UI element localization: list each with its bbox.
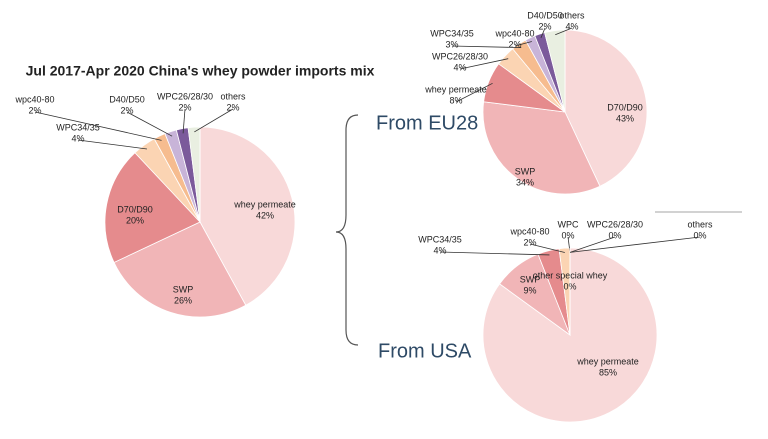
value-label: 2%	[508, 39, 521, 49]
leader-line	[455, 82, 493, 103]
pie-slice	[482, 101, 601, 195]
slice-label: WPC26/28/30	[157, 91, 213, 101]
slice-label: whey permeate	[424, 84, 487, 94]
value-label: 20%	[126, 215, 144, 225]
value-label: 43%	[616, 113, 634, 123]
leader-line	[126, 111, 173, 137]
slice-label: WPC34/35	[56, 122, 100, 132]
slice-label: SWP	[173, 284, 194, 294]
leader-line	[459, 58, 509, 70]
pie-slice	[113, 221, 247, 318]
leader-line	[182, 108, 186, 134]
value-label: 8%	[449, 95, 462, 105]
slice-label: D40/D50	[109, 94, 145, 104]
slice-label: WPC26/28/30	[432, 51, 488, 61]
value-label: 2%	[523, 237, 536, 247]
slice-label: whey permeate	[576, 356, 639, 366]
slice-label: WPC34/35	[430, 28, 474, 38]
value-label: 2%	[28, 105, 41, 115]
slice-label: WPC	[558, 219, 579, 229]
value-label: 0%	[561, 230, 574, 240]
leader-line	[514, 41, 532, 47]
value-label: 34%	[516, 177, 534, 187]
leader-line	[194, 108, 234, 133]
leader-line	[569, 236, 701, 253]
value-label: 2%	[226, 102, 239, 112]
leader-line	[77, 139, 148, 150]
pie-slice	[199, 126, 296, 306]
leader-line	[529, 243, 565, 253]
chart-title: From EU28	[376, 112, 478, 134]
brace	[335, 114, 359, 346]
slice-label: SWP	[520, 274, 541, 284]
slice-label: SWP	[515, 166, 536, 176]
leader-line	[451, 45, 522, 48]
value-label: 2%	[120, 105, 133, 115]
slice-label: WPC26/28/30	[587, 219, 643, 229]
value-label: 4%	[433, 245, 446, 255]
pie-slice	[544, 29, 566, 113]
chart-title: Jul 2017-Apr 2020 China's whey powder im…	[26, 63, 375, 79]
leader-line	[439, 251, 550, 256]
value-label: 26%	[174, 295, 192, 305]
value-label: 0%	[608, 230, 621, 240]
value-label: 3%	[445, 39, 458, 49]
pie-slice	[564, 29, 648, 187]
slice-label: others	[559, 10, 585, 20]
pie-slice	[187, 126, 201, 223]
value-label: 42%	[256, 210, 274, 220]
pie-slice	[482, 247, 658, 423]
slice-label: others	[687, 219, 713, 229]
leader-line	[540, 27, 546, 39]
slice-label: whey permeate	[233, 199, 296, 209]
value-label: 4%	[71, 133, 84, 143]
pie-slice	[104, 152, 201, 263]
leader-line	[555, 27, 573, 36]
slice-label: wpc40-80	[509, 226, 549, 236]
slice-label: D40/D50	[527, 10, 563, 20]
value-label: 2%	[538, 21, 551, 31]
slice-label: wpc40-80	[494, 28, 534, 38]
value-label: 85%	[599, 367, 617, 377]
value-label: 0%	[693, 230, 706, 240]
leader-line	[34, 111, 162, 141]
value-label: 4%	[453, 62, 466, 72]
chart-title: From USA	[378, 340, 472, 362]
slice-label: others	[220, 91, 246, 101]
slice-label: D70/D90	[607, 102, 643, 112]
value-label: 2%	[178, 102, 191, 112]
slice-label: D70/D90	[117, 204, 153, 214]
value-label: 4%	[565, 21, 578, 31]
slice-label: wpc40-80	[14, 94, 54, 104]
slice-label: WPC34/35	[418, 234, 462, 244]
leader-line	[569, 236, 616, 253]
value-label: 9%	[523, 285, 536, 295]
